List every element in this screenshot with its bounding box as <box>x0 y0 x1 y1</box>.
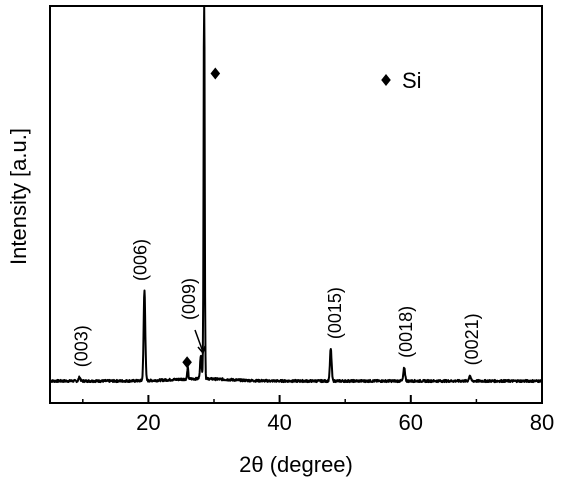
x-tick-label: 20 <box>136 410 160 435</box>
peak-009-arrow <box>194 329 206 355</box>
x-axis-label: 2θ (degree) <box>239 452 353 477</box>
si-diamond-icon <box>210 67 221 80</box>
y-axis-label: Intensity [a.u.] <box>6 128 31 265</box>
peak-label: (006) <box>130 239 150 281</box>
xrd-trace <box>49 5 543 384</box>
peak-label: (003) <box>72 325 92 367</box>
legend-diamond-icon <box>381 74 391 86</box>
x-axis-ticks: 20 40 60 80 <box>82 395 554 435</box>
plot-frame <box>49 5 543 404</box>
x-tick-label: 40 <box>267 410 291 435</box>
si-diamond-icon <box>182 356 192 369</box>
si-markers <box>182 67 221 369</box>
peak-label: (0015) <box>325 287 345 339</box>
legend: Si <box>381 68 422 93</box>
peak-labels: (003) (006) (009) (0015) (0018) (0021) <box>72 239 482 367</box>
legend-label: Si <box>402 68 422 93</box>
peak-label: (009) <box>179 278 199 320</box>
x-tick-label: 80 <box>530 410 554 435</box>
peak-label: (0018) <box>396 306 416 358</box>
plot-area <box>49 5 543 384</box>
peak-label: (0021) <box>462 313 482 365</box>
x-tick-label: 60 <box>399 410 423 435</box>
